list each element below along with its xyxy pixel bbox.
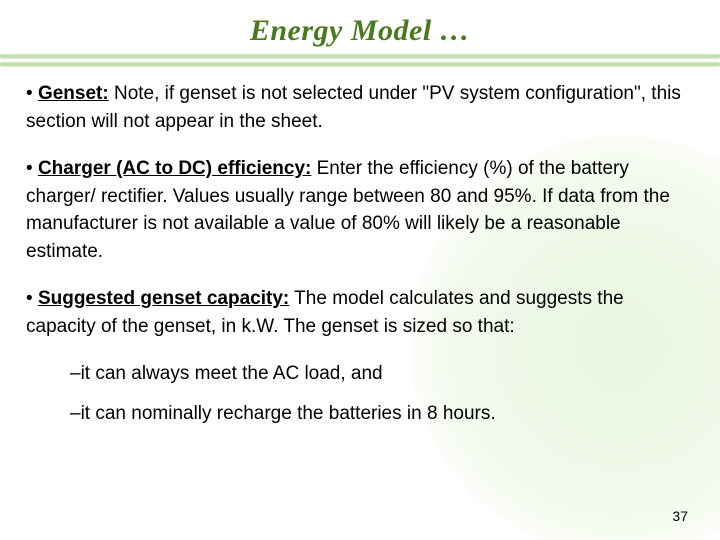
subitem-ac-load: –it can always meet the AC load, and — [70, 360, 694, 388]
bullet-charger-efficiency: • Charger (AC to DC) efficiency: Enter t… — [26, 155, 694, 265]
bullet-label: Genset: — [38, 83, 109, 104]
page-number: 37 — [672, 508, 688, 524]
slide-title: Energy Model … — [0, 14, 720, 48]
bullet-marker: • — [26, 83, 38, 104]
bullet-text: Note, if genset is not selected under "P… — [26, 83, 681, 132]
subitem-recharge: –it can nominally recharge the batteries… — [70, 400, 694, 428]
slide: Energy Model … • Genset: Note, if genset… — [0, 0, 720, 540]
bullet-genset: • Genset: Note, if genset is not selecte… — [26, 80, 694, 135]
bullet-marker: • — [26, 288, 38, 309]
bullet-suggested-capacity: • Suggested genset capacity: The model c… — [26, 285, 694, 340]
bullet-marker: • — [26, 158, 38, 179]
title-underline — [0, 54, 720, 68]
slide-header: Energy Model … — [0, 0, 720, 48]
bullet-label: Suggested genset capacity: — [38, 288, 289, 309]
bullet-label: Charger (AC to DC) efficiency: — [38, 158, 311, 179]
slide-content: • Genset: Note, if genset is not selecte… — [0, 80, 720, 427]
